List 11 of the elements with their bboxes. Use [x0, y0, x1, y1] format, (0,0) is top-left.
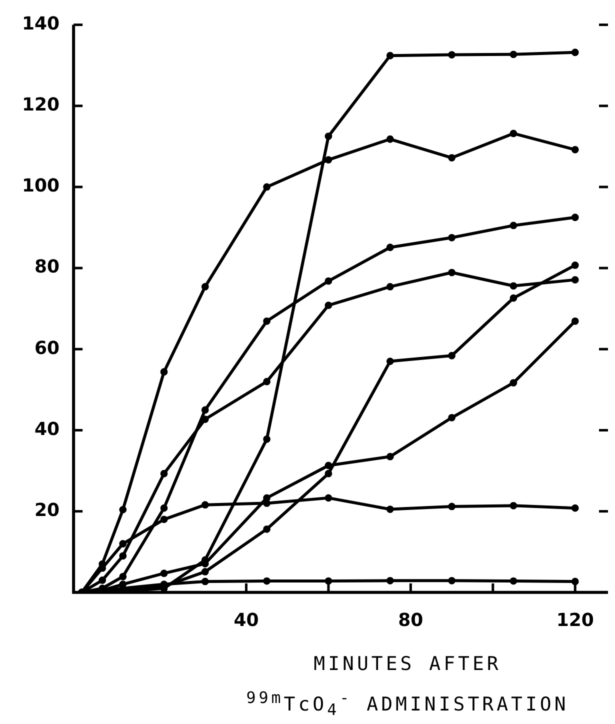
y-tick-label: 80: [34, 256, 60, 278]
y-tick-label: 40: [34, 418, 60, 440]
y-tick-label: 120: [22, 94, 60, 116]
y-tick-label: 140: [22, 13, 60, 34]
text: MINUTES AFTER $^{99m}$TcO$_{4}$$^{-}$ ADMINISTRATION: [246, 653, 569, 720]
x-tick-label: 120: [556, 610, 594, 631]
y-tick-label: 100: [22, 176, 60, 197]
x-tick-label: 80: [398, 610, 424, 631]
x-tick-label: 40: [234, 610, 259, 631]
y-tick-label: 20: [34, 500, 60, 521]
y-tick-label: 60: [34, 338, 60, 359]
